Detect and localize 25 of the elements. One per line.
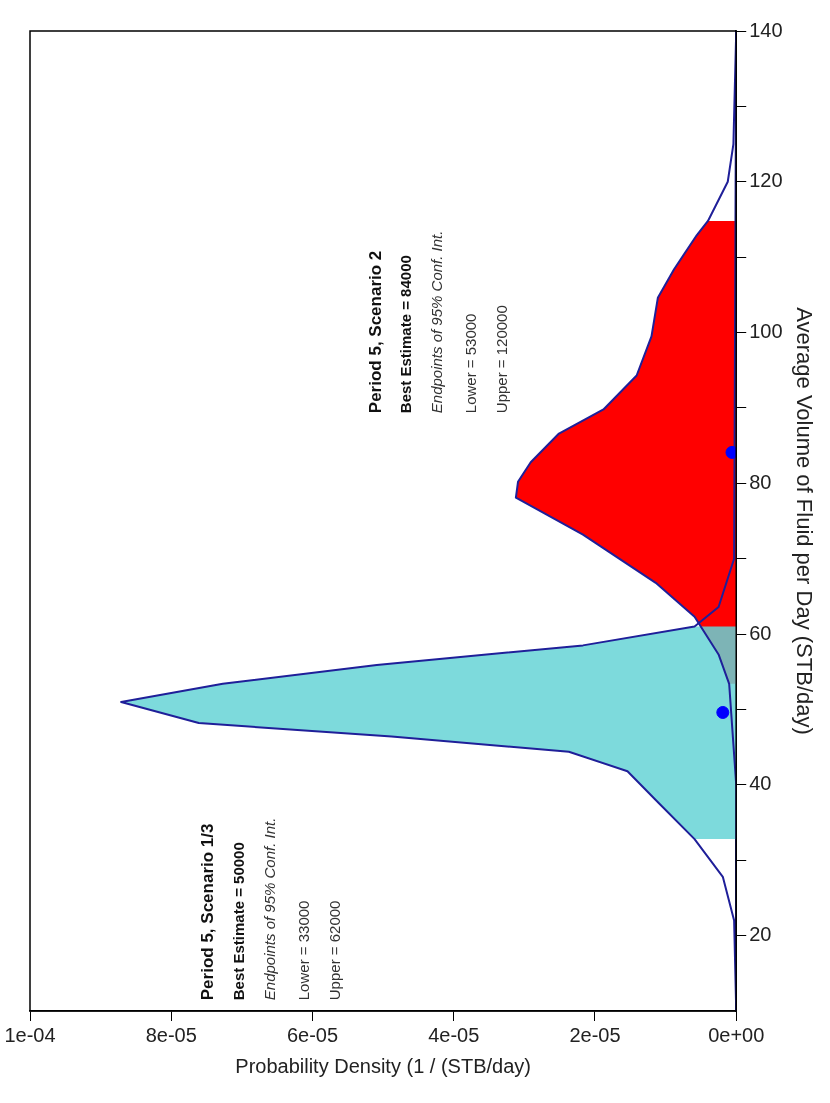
annotation: Period 5, Scenario 1/3: [198, 823, 218, 1001]
x-tick-label: 1e-04: [4, 1023, 56, 1046]
x-tick-label: 0e+00: [708, 1023, 765, 1046]
x-tick-label: 4e-05: [428, 1023, 480, 1046]
x-tick-label: 2e-05: [569, 1023, 621, 1046]
annotation: Upper = 120000: [493, 305, 511, 414]
y-tick-label: 40: [749, 772, 772, 795]
annotation: Period 5, Scenario 2: [365, 250, 385, 414]
y-axis-title: Average Volume of Fluid per Day (STB/day): [791, 307, 817, 735]
annotation: Upper = 62000: [325, 900, 343, 1001]
annotation: Best Estimate = 50000: [229, 842, 247, 1001]
x-axis-title: Probability Density (1 / (STB/day): [235, 1054, 531, 1077]
y-tick-label: 20: [749, 923, 772, 946]
annotation: Endpoints of 95% Conf. Int.: [428, 230, 446, 414]
x-tick-label: 8e-05: [145, 1023, 197, 1046]
x-tick-label: 6e-05: [286, 1023, 339, 1046]
annotation: Best Estimate = 84000: [397, 255, 415, 414]
annotation: Lower = 53000: [462, 313, 480, 414]
y-tick-label: 140: [749, 18, 783, 41]
y-tick-label: 100: [749, 320, 783, 343]
annotation: Endpoints of 95% Conf. Int.: [260, 817, 278, 1001]
y-tick-label: 80: [749, 470, 772, 493]
annotation: Lower = 33000: [294, 900, 312, 1001]
y-tick-label: 60: [749, 621, 772, 644]
y-tick-label: 120: [749, 169, 783, 192]
